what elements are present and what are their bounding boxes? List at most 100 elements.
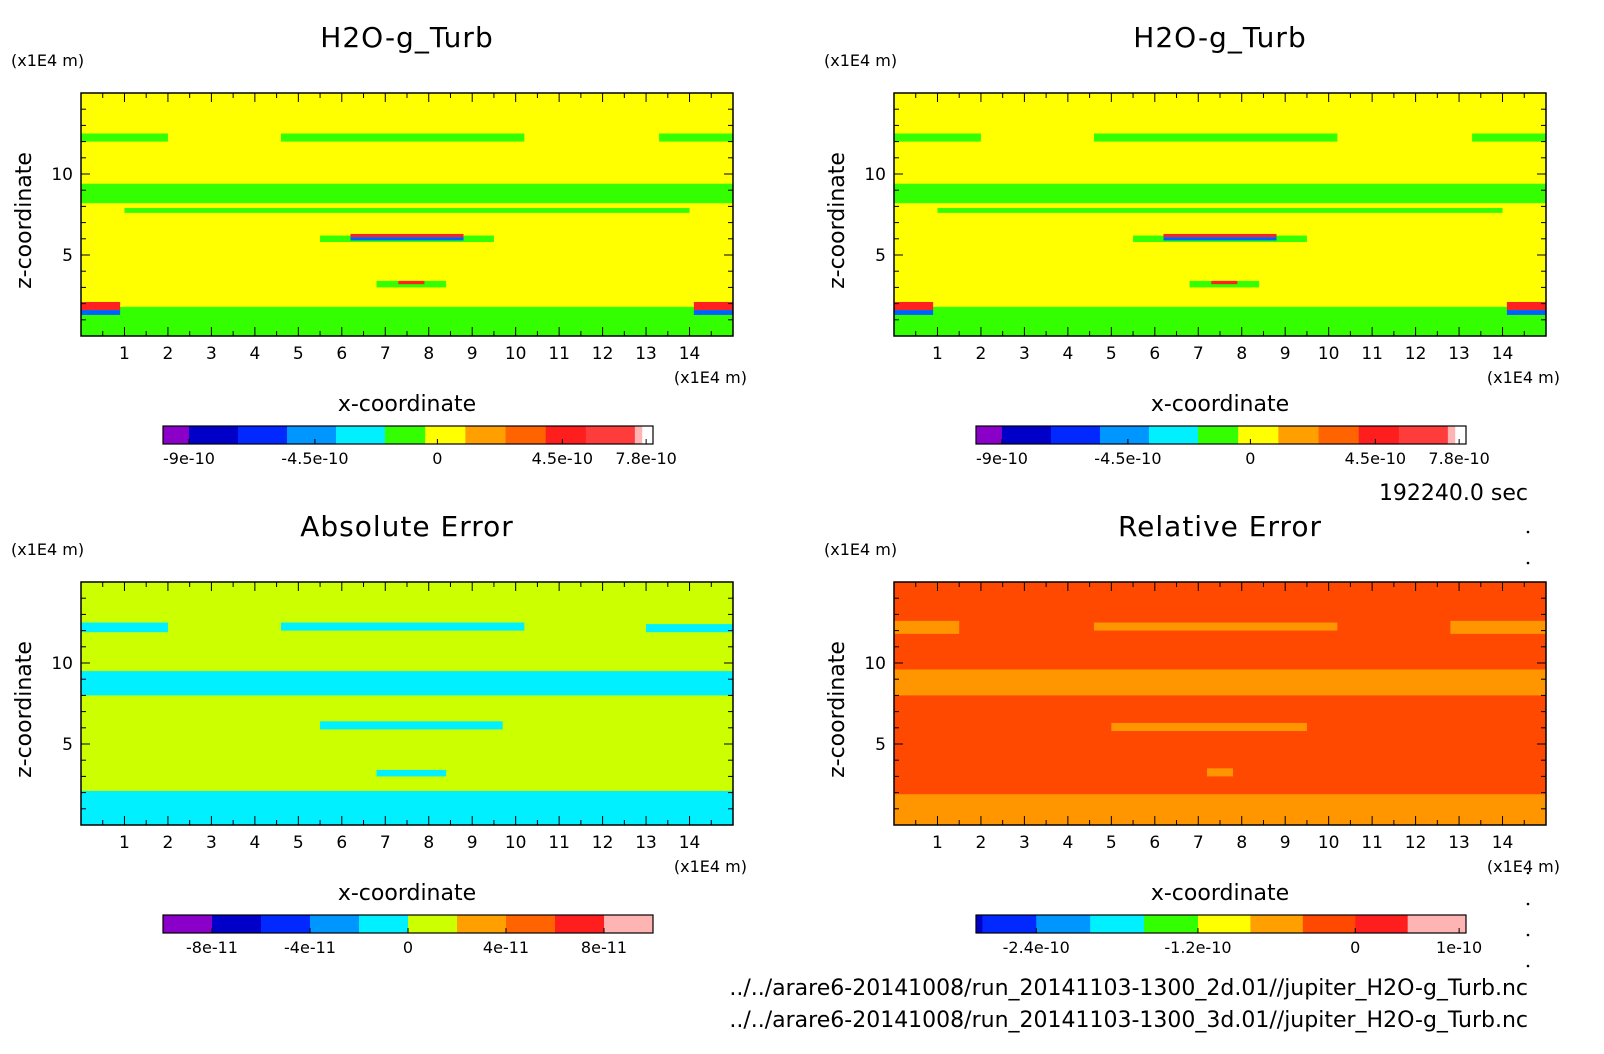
contour-region [1211,280,1238,285]
colorbar-frame [975,425,1467,445]
contour-region [398,280,425,285]
contour-region [124,208,690,213]
x-tick-label: 4 [249,344,260,364]
x-tick-label: 7 [1193,344,1204,364]
y-unit-label: (x1E4 m) [824,540,897,559]
x-tick-label: 9 [1280,344,1291,364]
colorbar-segment [976,426,1003,444]
colorbar-tick-label: -9e-10 [976,449,1028,468]
colorbar-segment [163,915,213,933]
colorbar-segment [465,426,507,444]
chart-title: Relative Error [1118,510,1322,543]
colorbar-segment [425,426,466,444]
colorbar-tick-label: -4.5e-10 [1094,449,1161,468]
colorbar-frame [162,425,654,445]
colorbar-tick-label: 7.8e-10 [1428,449,1489,468]
y-axis-label: z-coordinate [12,641,37,778]
x-tick-label: 11 [548,833,570,853]
axis-ticks [81,93,733,336]
colorbar-tick-label: 0 [1245,449,1255,468]
x-unit-label: (x1E4 m) [1487,857,1560,876]
colorbar: -9e-10 -4.5e-10 0 4.5e-10 7.8e-10 [975,425,1490,468]
contour-regions [81,622,733,825]
x-tick-label: 13 [635,833,657,853]
contour-region [81,301,121,311]
colorbar-segment [976,915,983,933]
contour-region [280,133,525,142]
contour-region [1472,133,1546,142]
y-tick-label: 5 [62,735,73,755]
contour-region [894,669,1546,696]
contour-region [81,622,168,633]
x-tick-label: 12 [1405,833,1427,853]
x-tick-label: 7 [380,833,391,853]
x-tick-label: 1 [932,833,943,853]
colorbar-segment [585,426,636,444]
file-path-3d: ../../arare6-20141008/run_20141103-1300_… [729,1008,1528,1033]
x-tick-label: 9 [1280,833,1291,853]
x-tick-label: 5 [293,833,304,853]
axis-ticks [894,93,1546,336]
x-axis-label: x-coordinate [1151,881,1289,906]
plot-background [894,93,1546,336]
colorbar-segment [212,915,262,933]
colorbar: -2.4e-10 -1.2e-10 0 1e-10 [975,914,1482,957]
colorbar-segment [982,915,1037,933]
x-tick-label: 2 [976,344,987,364]
chart-title: H2O-g_Turb [1133,21,1306,54]
contour-region [894,620,960,634]
colorbar-segment [1407,915,1467,933]
x-tick-label: 3 [206,833,217,853]
colorbar-segment [1302,915,1356,933]
colorbar-segment [1278,426,1320,444]
x-tick-label: 8 [423,344,434,364]
contour-region [1506,310,1546,315]
colorbar-segment [286,426,337,444]
y-axis-label: z-coordinate [825,641,850,778]
contour-region [320,721,503,730]
x-tick-label: 7 [380,344,391,364]
colorbar-segment [1355,915,1409,933]
x-tick-label: 13 [635,344,657,364]
colorbar-segment [634,426,643,444]
x-tick-label: 8 [1236,344,1247,364]
contour-region [659,133,733,142]
colorbar-segment [604,915,654,933]
colorbar-segment [555,915,605,933]
x-tick-label: 6 [1149,833,1160,853]
colorbar-segment [359,915,409,933]
contour-region [1093,133,1338,142]
contour-region [693,301,733,311]
x-axis-label: x-coordinate [338,392,476,417]
colorbar-segment [1318,426,1360,444]
x-tick-label: 10 [505,833,527,853]
x-tick-label: 1 [932,344,943,364]
x-tick-label: 3 [206,344,217,364]
contour-region [1093,622,1338,631]
chart-title: H2O-g_Turb [320,21,493,54]
x-tick-label: 10 [505,344,527,364]
contour-region [81,310,121,315]
x-tick-label: 14 [679,833,701,853]
colorbar-segment [1238,426,1279,444]
plot-background [894,582,1546,825]
colorbar-segment [545,426,587,444]
y-tick-label: 5 [62,246,73,266]
contour-region [81,790,733,825]
colorbar-tick-label: -1.2e-10 [1164,938,1231,957]
colorbar-segment [457,915,507,933]
x-tick-label: 11 [1361,344,1383,364]
x-tick-label: 10 [1318,344,1340,364]
plot-background [81,582,733,825]
x-tick-label: 4 [1062,344,1073,364]
x-tick-label: 14 [1492,344,1514,364]
axis-ticks [81,582,733,825]
colorbar-segment [1090,915,1145,933]
colorbar-segment [1148,426,1199,444]
contour-region [1206,768,1234,777]
right-dots [1526,530,1530,968]
contour-region [894,133,981,142]
x-tick-label: 5 [1106,344,1117,364]
y-tick-label: 5 [875,735,886,755]
x-tick-label: 1 [119,833,130,853]
